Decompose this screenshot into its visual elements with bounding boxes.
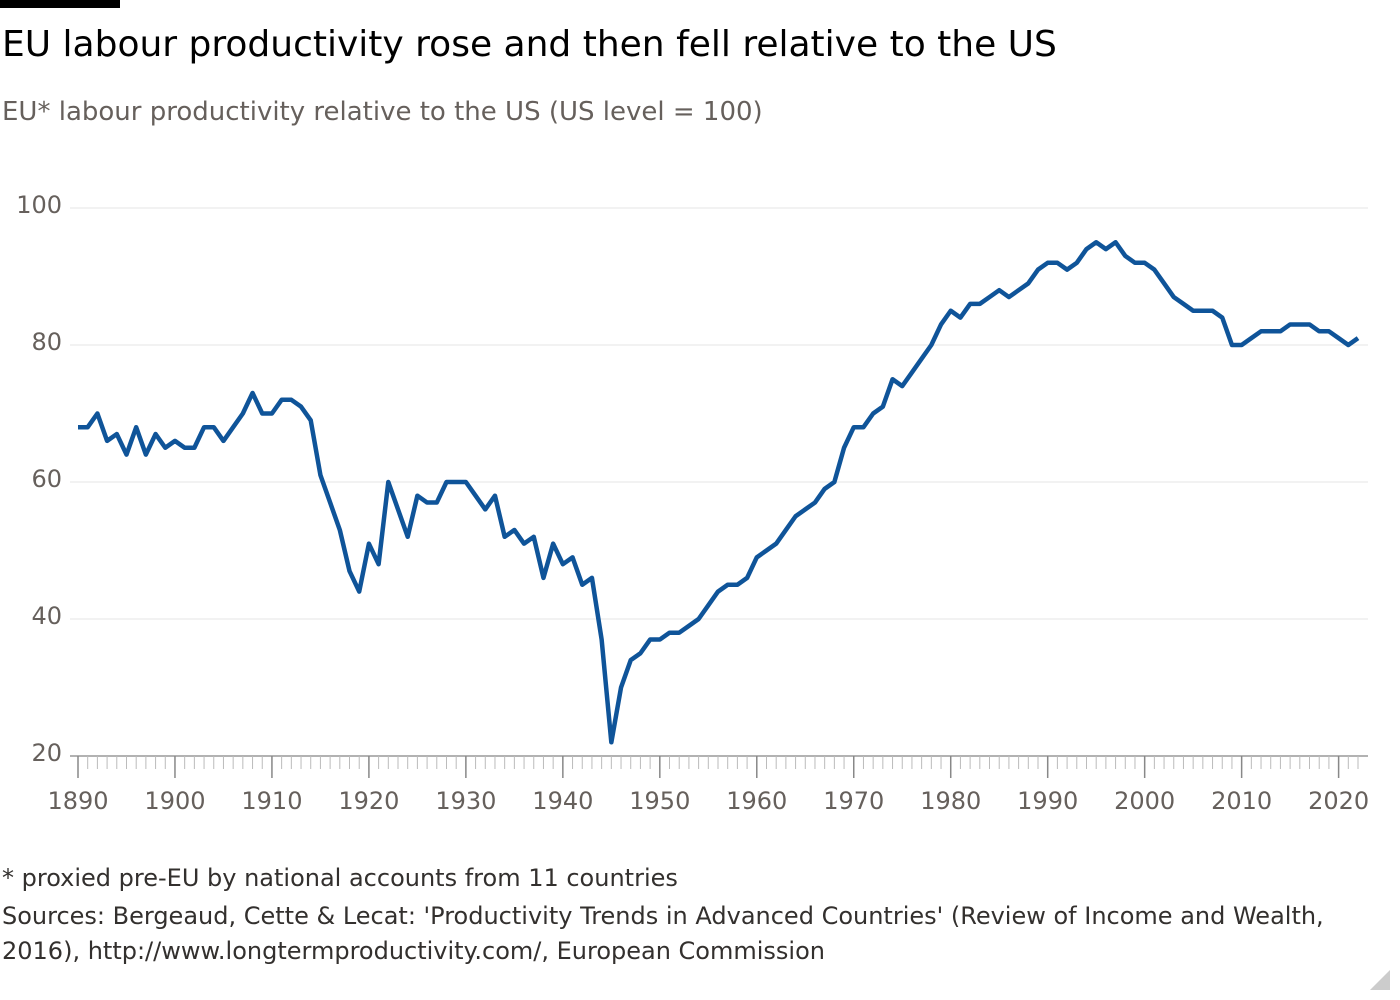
x-tick-label: 2010	[1211, 787, 1272, 815]
y-tick-label: 80	[31, 328, 62, 356]
chart: 20 40 60 80 100 1890 1900 1910 1920 1930 1940 1950 1…	[16, 191, 1369, 815]
source: Sources: Bergeaud, Cette & Lecat: 'Produ…	[2, 902, 1324, 965]
x-tick-label: 1920	[338, 787, 399, 815]
y-tick-label: 100	[16, 191, 62, 219]
chart-title: EU labour productivity rose and then fel…	[2, 24, 1057, 65]
y-tick-label: 40	[31, 602, 62, 630]
data-line	[78, 240, 1360, 745]
chart-subtitle: EU* labour productivity relative to the …	[2, 97, 763, 127]
y-tick-label: 60	[31, 465, 62, 493]
x-tick-label: 2000	[1114, 787, 1175, 815]
x-tick-label: 1960	[726, 787, 787, 815]
x-tick-label: 1940	[532, 787, 593, 815]
x-tick-label: 2020	[1308, 787, 1369, 815]
y-tick-label: 20	[31, 739, 62, 767]
x-tick-label: 1890	[47, 787, 108, 815]
brand-bar	[0, 0, 120, 8]
x-tick-label: 1910	[241, 787, 302, 815]
x-tick-label: 1980	[920, 787, 981, 815]
x-tick-label: 1930	[435, 787, 496, 815]
x-tick-label: 1970	[823, 787, 884, 815]
footnote: * proxied pre-EU by national accounts fr…	[2, 864, 678, 892]
x-tick-label: 1990	[1017, 787, 1078, 815]
x-tick-label: 1950	[629, 787, 690, 815]
x-tick-label: 1900	[144, 787, 205, 815]
